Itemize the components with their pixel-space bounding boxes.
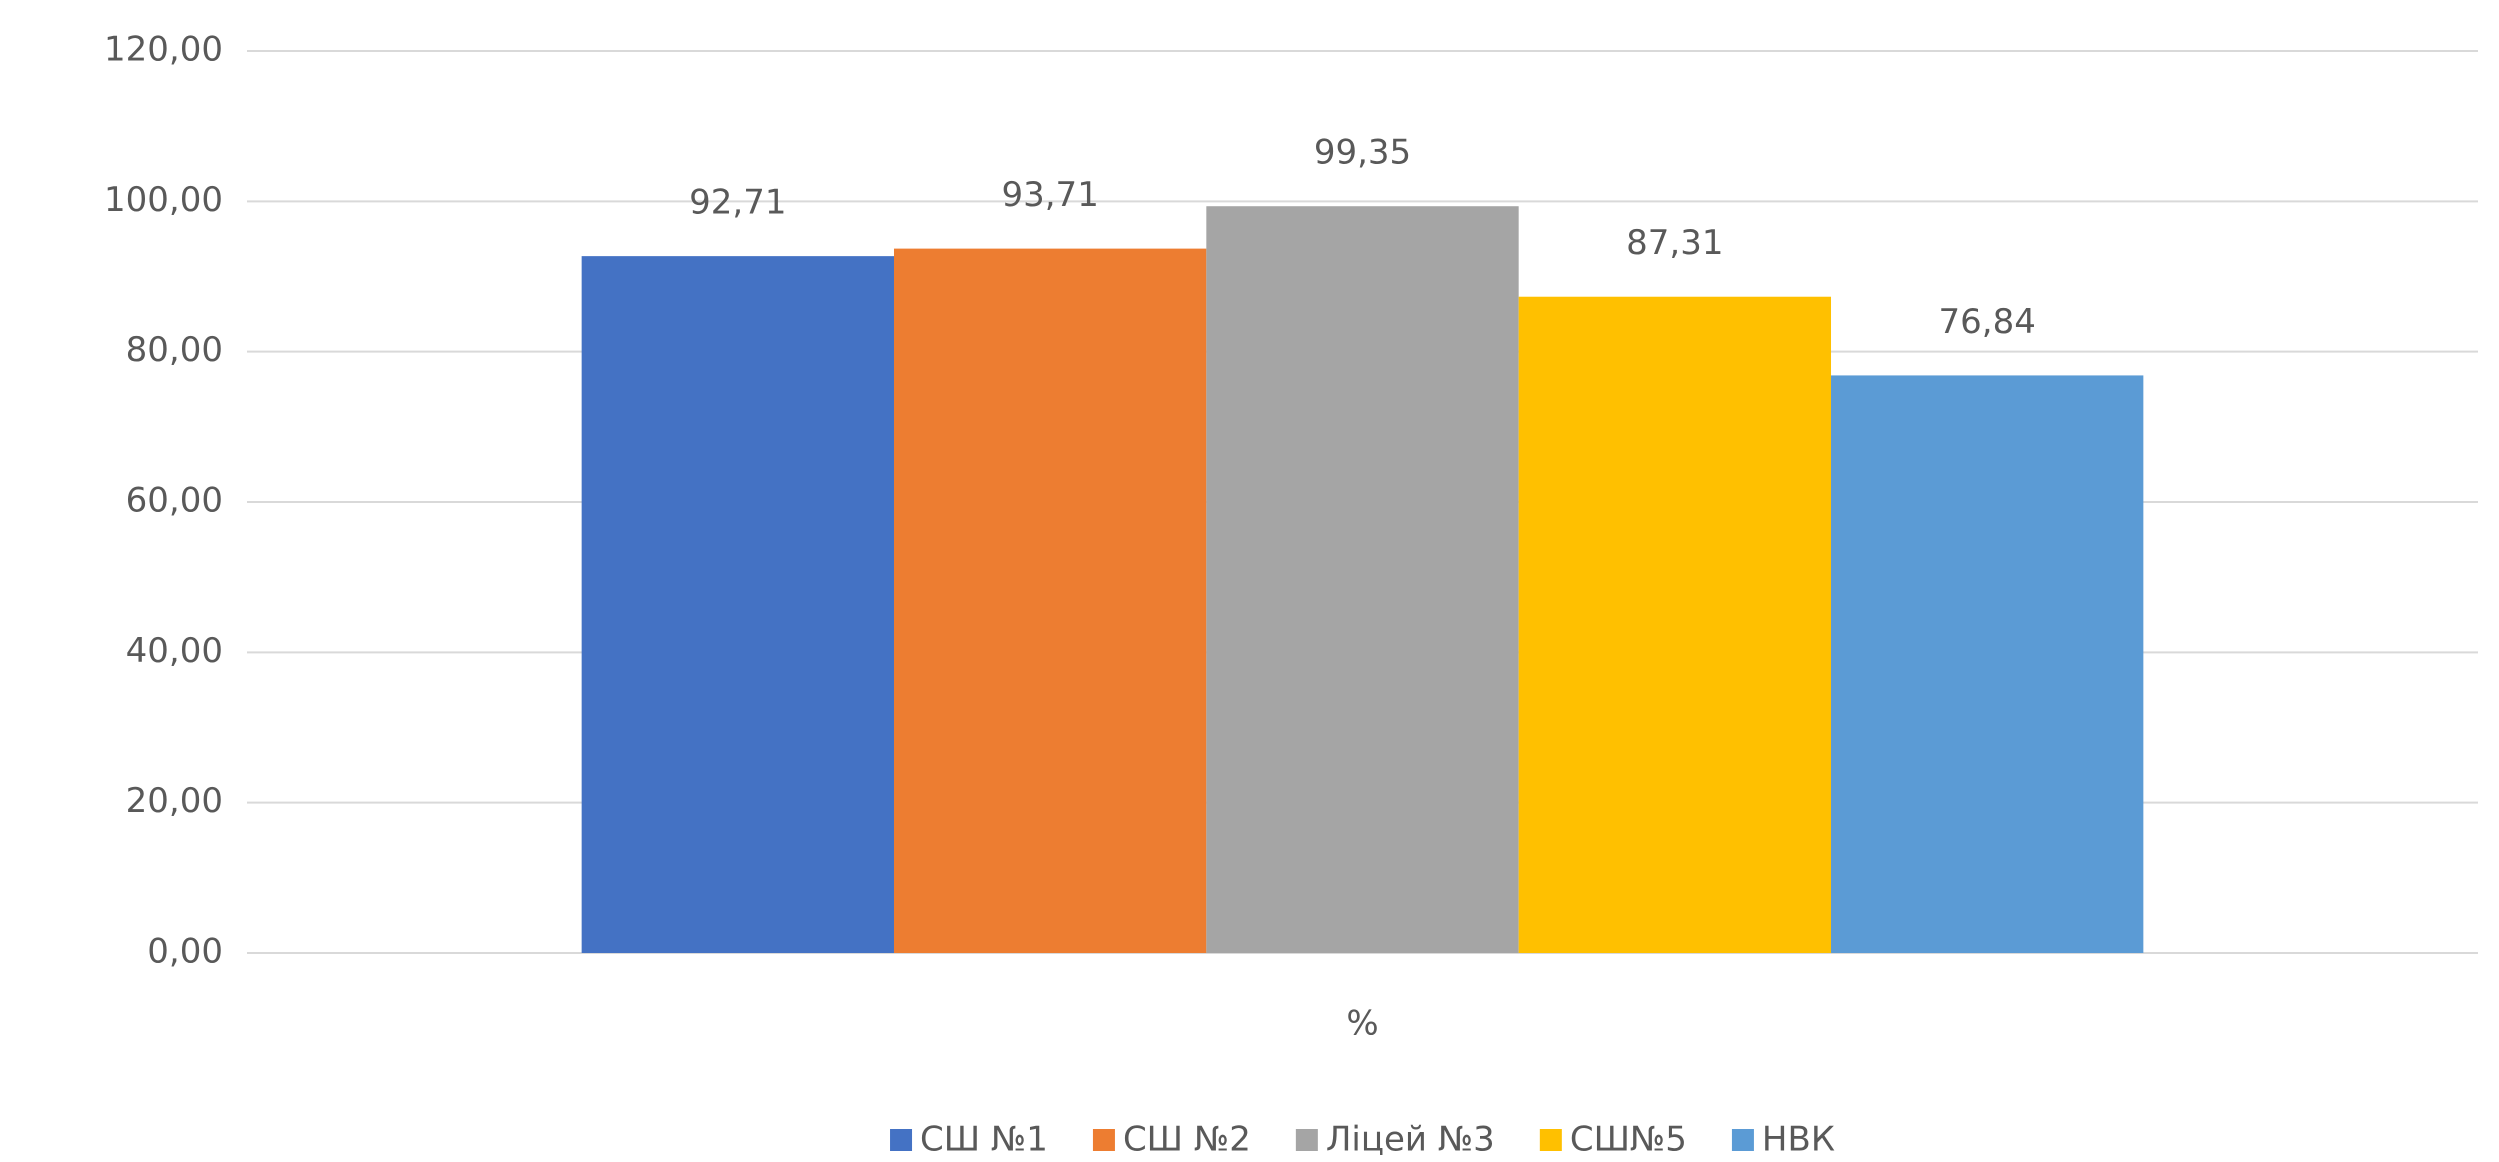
data-label: 87,31 <box>1626 223 1723 263</box>
bar <box>581 256 894 953</box>
bar <box>1518 296 1832 953</box>
bar <box>1206 206 1519 953</box>
y-tick-label: 100,00 <box>104 180 223 220</box>
legend-swatch <box>1092 1129 1115 1151</box>
bar <box>1831 375 2144 954</box>
legend-label: СШ №1 <box>920 1120 1048 1160</box>
data-label: 93,71 <box>1001 175 1098 215</box>
legend-swatch <box>1295 1129 1318 1151</box>
legend-swatch <box>1539 1129 1562 1151</box>
y-tick-label: 60,00 <box>126 481 223 521</box>
y-tick-label: 120,00 <box>104 30 223 70</box>
data-label: 76,84 <box>1939 302 2036 342</box>
legend-label: СШ№5 <box>1570 1120 1687 1160</box>
legend-label: НВК <box>1762 1120 1835 1160</box>
legend-label: СШ №2 <box>1123 1120 1251 1160</box>
bar <box>893 248 1207 953</box>
legend-label: Ліцей №3 <box>1326 1120 1495 1160</box>
legend-swatch <box>1731 1129 1754 1151</box>
y-tick-label: 0,00 <box>147 932 223 972</box>
y-tick-label: 80,00 <box>126 330 223 370</box>
y-tick-label: 40,00 <box>126 631 223 671</box>
data-label: 92,71 <box>689 183 786 223</box>
data-label: 99,35 <box>1314 133 1411 173</box>
legend-swatch <box>890 1129 913 1151</box>
y-tick-label: 20,00 <box>126 781 223 821</box>
x-tick-label: % <box>1346 1004 1378 1044</box>
